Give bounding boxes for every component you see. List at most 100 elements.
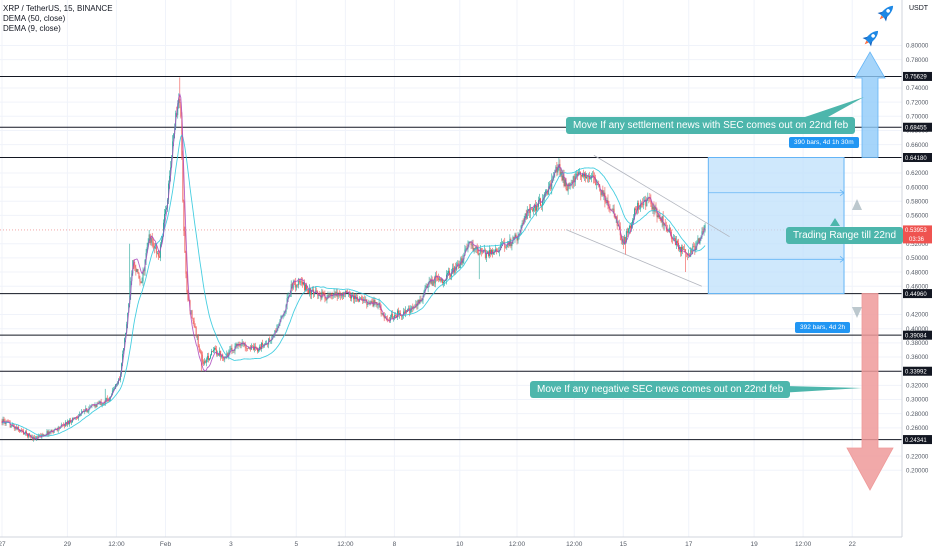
candle-body: [260, 346, 261, 349]
candle-body: [584, 173, 585, 177]
candle-body: [425, 286, 427, 288]
candle-body: [47, 431, 49, 435]
candle-body: [500, 244, 502, 250]
candle-body: [211, 351, 212, 356]
price-axis-bg: [902, 0, 932, 550]
level-tag-bg: [903, 122, 932, 132]
candle-body: [9, 422, 11, 428]
candle-body: [694, 246, 696, 251]
candle-body: [704, 225, 706, 229]
candle-body: [573, 176, 575, 183]
time-tick-label: 12:00: [795, 541, 812, 548]
trading-range-annotation[interactable]: Trading Range till 22nd: [786, 227, 904, 244]
candle-body: [389, 317, 391, 321]
candle-body: [563, 175, 565, 187]
candle-body: [187, 291, 189, 301]
candle-body: [96, 403, 98, 407]
candle-body: [287, 296, 289, 299]
candle-body: [78, 415, 80, 419]
level-tag-label: 0.64180: [905, 156, 927, 162]
candle-body: [246, 348, 248, 349]
candle-body: [95, 405, 97, 407]
candle-body: [195, 327, 197, 337]
candle-body: [530, 209, 532, 210]
candle-body: [377, 304, 379, 306]
candle-body: [545, 190, 547, 194]
candle-body: [76, 417, 78, 419]
price-tick-label: 0.74000: [906, 85, 929, 92]
candle-body: [437, 278, 439, 280]
candle-body: [656, 209, 658, 218]
candle-body: [600, 190, 602, 195]
candle-body: [514, 234, 516, 239]
candle-body: [154, 246, 156, 249]
candle-body: [203, 361, 205, 364]
candle-body: [367, 304, 369, 306]
candle-body: [461, 258, 463, 264]
candle-body: [398, 310, 399, 315]
candle-body: [462, 259, 464, 264]
dema-9-legend[interactable]: DEMA (9, close): [3, 24, 61, 33]
candle-body: [29, 433, 31, 436]
candle-body: [244, 343, 246, 348]
dema-50-line: [1, 134, 706, 437]
candle-body: [406, 310, 408, 312]
candle-body: [142, 270, 144, 282]
candle-body: [496, 249, 498, 252]
price-tick-label: 0.52000: [906, 241, 929, 248]
candle-body: [151, 237, 153, 243]
candle-body: [36, 436, 38, 439]
level-tag-label: 0.24341: [905, 438, 927, 444]
candle-body: [196, 335, 198, 337]
candle-body: [26, 431, 27, 434]
negative-news-annotation[interactable]: Move If any negative SEC news comes out …: [530, 381, 791, 398]
price-tick-label: 0.72000: [906, 99, 929, 106]
candle-body: [300, 281, 302, 283]
time-tick-label: 8: [393, 541, 397, 548]
candle-body: [571, 182, 573, 184]
candle-body: [136, 269, 138, 272]
dema-50-legend[interactable]: DEMA (50, close): [3, 14, 66, 23]
candle-body: [178, 98, 180, 104]
candle-body: [10, 425, 12, 428]
candle-body: [634, 208, 635, 219]
candle-body: [632, 220, 633, 224]
candle-body: [547, 190, 549, 195]
candle-body: [595, 179, 597, 185]
candle-body: [125, 333, 127, 339]
candle-body: [433, 280, 435, 284]
candle-body: [527, 209, 529, 211]
candle-body: [322, 291, 324, 294]
candle-body: [447, 273, 448, 275]
candle-body: [158, 256, 160, 258]
candle-body: [631, 223, 632, 229]
candle-body: [112, 389, 114, 391]
candle-body: [450, 275, 452, 277]
candle-body: [101, 404, 103, 406]
candle-body: [253, 346, 255, 350]
candle-body: [380, 307, 382, 314]
level-tag-label: 0.44960: [905, 292, 927, 298]
candle-body: [210, 355, 211, 359]
candle-body: [198, 345, 200, 351]
price-tick-label: 0.42000: [906, 312, 929, 319]
level-tag-bg: [903, 71, 932, 81]
candle-body: [537, 206, 538, 207]
candle-body: [681, 246, 682, 253]
candle-body: [698, 238, 700, 244]
candle-body: [440, 279, 442, 281]
time-axis: 27 29 12:00 Feb 3 5 12:00 8 10 12:00 12:00 15 17 19 12…: [0, 541, 856, 548]
settlement-annotation[interactable]: Move If any settlement news with SEC com…: [566, 117, 856, 134]
candle-body: [318, 295, 320, 296]
candle-body: [580, 174, 582, 177]
candle-body: [63, 424, 65, 427]
candle-body: [589, 175, 591, 180]
candle-body: [521, 223, 523, 226]
upside-arrow: [854, 51, 886, 158]
candle-body: [565, 179, 567, 190]
candle-body: [116, 383, 117, 385]
candle-body: [343, 292, 345, 294]
candle-body: [325, 298, 327, 300]
candle-body: [199, 350, 201, 352]
